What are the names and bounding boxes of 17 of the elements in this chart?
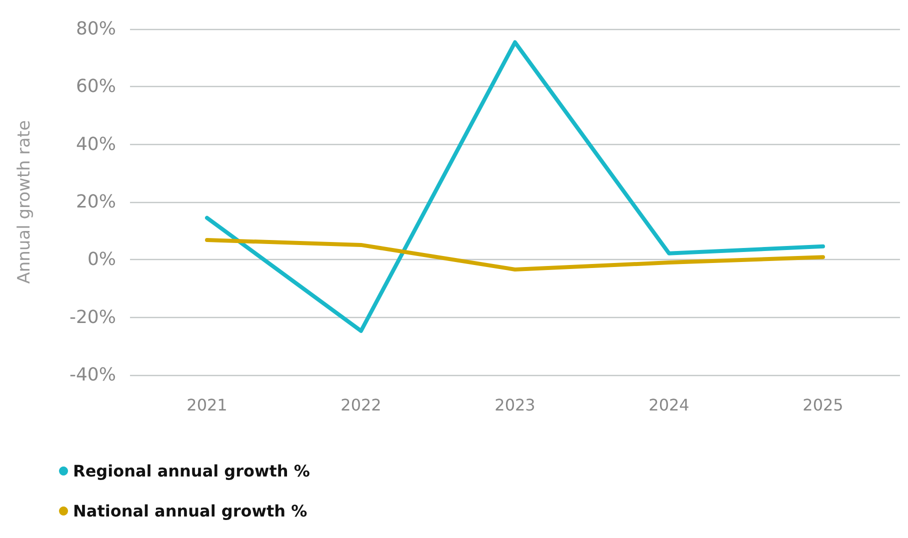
y-axis-title: Annual growth rate (14, 120, 34, 284)
line-series (205, 40, 825, 333)
legend-label: National annual growth % (73, 502, 308, 520)
x-tick-label: 2023 (494, 396, 536, 414)
x-tick-label: 2022 (340, 396, 382, 414)
y-tick-label: 60% (76, 76, 116, 98)
y-tick-label: 0% (87, 249, 116, 270)
y-tick-label: 80% (76, 18, 116, 40)
x-tick-label: 2021 (186, 396, 228, 414)
y-tick-label: -20% (69, 306, 116, 328)
y-tick-label: -40% (69, 364, 116, 386)
x-tick-label: 2024 (648, 396, 690, 414)
line-series (205, 238, 825, 272)
y-tick-label: 20% (76, 192, 116, 212)
y-tick-label: 40% (76, 134, 116, 155)
x-tick-label: 2025 (802, 396, 844, 414)
legend-label: Regional annual growth % (73, 462, 310, 480)
